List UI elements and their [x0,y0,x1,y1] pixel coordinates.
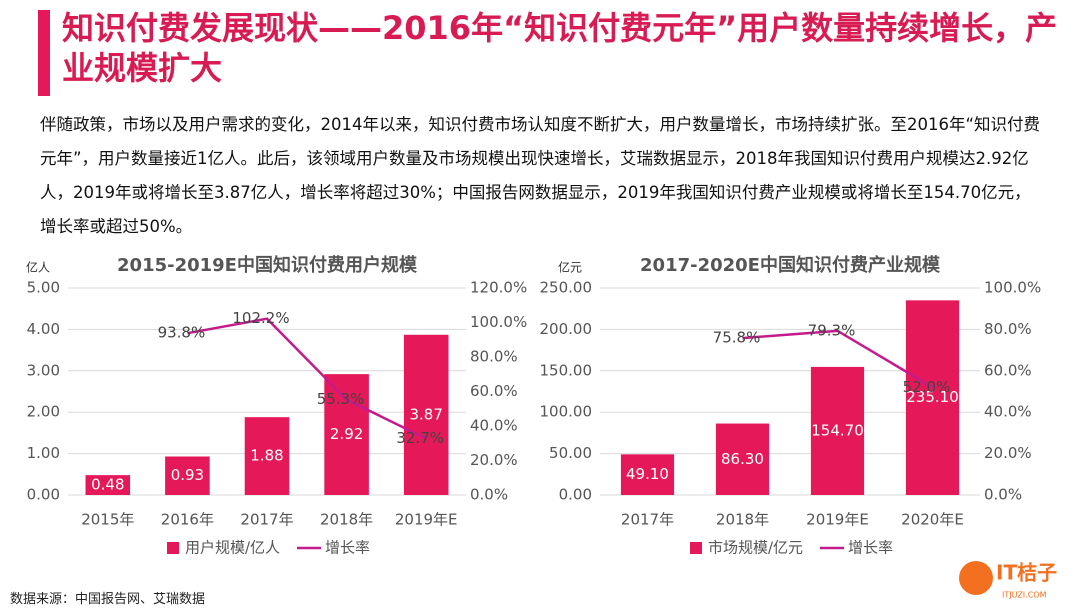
logo-name: IT桔子 [996,561,1057,585]
line-label: 102.2% [232,309,289,327]
line-label: 55.3% [317,390,365,408]
data-label: 154.70 [811,421,864,439]
y-tick-label: 0.00 [559,486,592,504]
line-label: 79.3% [808,321,856,339]
legend-swatch [167,542,179,554]
legend-label: 用户规模/亿人 [185,539,280,557]
data-label: 235.10 [906,388,959,406]
bar [715,423,770,495]
y-tick-label: 250.00 [540,279,593,297]
x-tick-label: 2019年E [806,511,869,529]
y-tick-label: 0.00 [27,486,60,504]
y2-tick-label: 20.0% [984,444,1032,462]
y2-tick-label: 40.0% [984,403,1032,421]
line-label: 75.8% [713,329,761,347]
bar [620,454,675,495]
bar [403,334,449,495]
y2-tick-label: 80.0% [984,320,1032,338]
bar [905,300,960,495]
line-label: 93.8% [158,324,206,342]
line [187,317,427,440]
y2-tick-label: 120.0% [470,279,527,297]
x-tick-label: 2019年E [395,511,458,529]
bar [810,366,865,495]
y-axis-label: 亿元 [558,260,582,275]
y2-tick-label: 0.0% [470,486,508,504]
logo-icon [959,561,993,595]
y-tick-label: 4.00 [27,320,60,338]
data-label: 0.93 [171,466,204,484]
bar [165,456,210,495]
slide-title: 知识付费发展现状——2016年“知识付费元年”用户数量持续增长，产业规模扩大 [62,9,1058,87]
x-tick-label: 2018年 [716,511,769,529]
chart-title: 2015-2019E中国知识付费用户规模 [117,254,418,276]
title-accent [38,10,50,96]
x-tick-label: 2017年 [621,511,674,529]
legend-swatch [690,542,702,554]
x-tick-label: 2016年 [161,511,214,529]
x-tick-label: 2015年 [81,511,134,529]
y2-tick-label: 100.0% [470,313,527,331]
data-label: 0.48 [91,476,124,494]
y2-tick-label: 100.0% [984,279,1041,297]
paragraph: 伴随政策，市场以及用户需求的变化，2014年以来，知识付费市场认知度不断扩大，用… [40,115,1041,236]
y-tick-label: 100.00 [540,403,593,421]
y2-tick-label: 40.0% [470,417,518,435]
bar [244,417,290,495]
data-label: 86.30 [721,450,764,468]
y2-tick-label: 60.0% [984,361,1032,379]
chart-title: 2017-2020E中国知识付费产业规模 [640,254,941,276]
y-tick-label: 3.00 [27,361,60,379]
y2-tick-label: 60.0% [470,382,518,400]
legend-label: 增长率 [848,539,893,557]
y2-tick-label: 20.0% [470,451,518,469]
data-label: 1.88 [250,447,283,465]
bar [324,374,369,495]
y-tick-label: 200.00 [540,320,593,338]
data-label: 3.87 [409,405,442,423]
x-tick-label: 2018年 [320,511,373,529]
y-tick-label: 150.00 [540,361,593,379]
logo-site: ITJUZI.COM [1002,591,1047,600]
y-tick-label: 1.00 [27,444,60,462]
line [742,329,934,389]
line-label: 52.0% [903,378,951,396]
x-tick-label: 2017年 [240,511,293,529]
data-label: 2.92 [330,425,363,443]
data-label: 49.10 [626,465,669,483]
legend-label: 市场规模/亿元 [708,539,803,557]
y2-tick-label: 80.0% [470,348,518,366]
y-tick-label: 2.00 [27,403,60,421]
y-tick-label: 50.00 [549,444,592,462]
legend-label: 增长率 [325,539,370,557]
y2-tick-label: 0.0% [984,486,1022,504]
y-axis-label: 亿人 [26,260,50,275]
bar [85,475,131,495]
x-tick-label: 2020年E [901,511,964,529]
source: 数据来源：中国报告网、艾瑞数据 [10,592,206,607]
y-tick-label: 5.00 [27,279,60,297]
line-label: 32.7% [396,429,444,447]
